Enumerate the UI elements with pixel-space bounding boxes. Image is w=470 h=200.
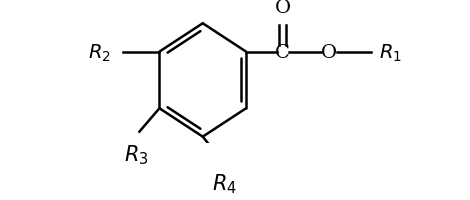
Text: $R_2$: $R_2$ — [88, 42, 111, 64]
Text: C: C — [275, 44, 290, 62]
Text: $R_1$: $R_1$ — [379, 42, 402, 64]
Text: $R_3$: $R_3$ — [124, 144, 149, 167]
Text: O: O — [321, 44, 337, 62]
Text: O: O — [274, 0, 291, 17]
Text: $R_4$: $R_4$ — [212, 172, 237, 196]
